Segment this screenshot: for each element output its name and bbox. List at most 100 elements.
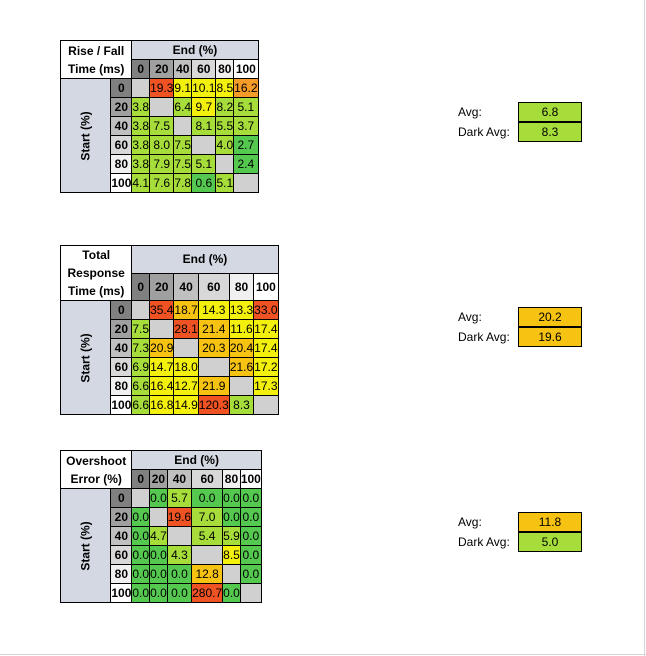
avg-label: Avg: bbox=[458, 515, 482, 529]
col-header-60: 60 bbox=[197, 272, 230, 301]
data-cell: 8.0 bbox=[149, 135, 175, 155]
data-cell: 3.8 bbox=[131, 135, 151, 155]
diagonal-cell bbox=[131, 78, 151, 98]
diagonal-cell bbox=[173, 116, 193, 136]
data-cell: 18.7 bbox=[173, 300, 199, 320]
diagonal-cell bbox=[215, 154, 235, 174]
col-header-80: 80 bbox=[228, 272, 255, 301]
start-percent-header: Start (%) bbox=[59, 300, 112, 415]
diagonal-cell bbox=[166, 526, 193, 546]
data-cell: 16.8 bbox=[149, 395, 175, 415]
data-cell: 0.0 bbox=[149, 545, 168, 565]
diagonal-cell bbox=[131, 488, 151, 508]
total-response-title: Total Response Time (ms) bbox=[59, 245, 133, 301]
diagonal-cell bbox=[228, 376, 255, 396]
data-cell: 8.5 bbox=[222, 545, 241, 565]
row-header-20: 20 bbox=[110, 319, 133, 339]
data-cell: 0.0 bbox=[191, 488, 224, 508]
data-cell: 21.6 bbox=[228, 357, 255, 377]
data-cell: 0.0 bbox=[222, 488, 241, 508]
diagonal-cell bbox=[239, 583, 262, 603]
row-header-60: 60 bbox=[110, 135, 133, 155]
data-cell: 7.5 bbox=[173, 154, 193, 174]
data-cell: 0.0 bbox=[131, 564, 151, 584]
data-cell: 0.6 bbox=[191, 173, 217, 193]
diagonal-cell bbox=[149, 97, 175, 117]
data-cell: 7.9 bbox=[149, 154, 175, 174]
data-cell: 8.5 bbox=[215, 78, 235, 98]
dark-avg-value: 8.3 bbox=[518, 122, 582, 142]
dark-avg-label: Dark Avg: bbox=[458, 125, 510, 139]
row-header-60: 60 bbox=[110, 357, 133, 377]
col-header-40: 40 bbox=[173, 272, 199, 301]
data-cell: 5.9 bbox=[222, 526, 241, 546]
start-percent-header: Start (%) bbox=[59, 488, 112, 603]
avg-value: 11.8 bbox=[518, 512, 582, 532]
title-line-2: Time (ms) bbox=[67, 61, 125, 76]
end-percent-header: End (%) bbox=[131, 450, 262, 470]
row-header-100: 100 bbox=[110, 583, 133, 603]
data-cell: 5.1 bbox=[233, 97, 259, 117]
data-cell: 4.0 bbox=[215, 135, 235, 155]
col-header-80: 80 bbox=[215, 59, 235, 79]
dark-avg-label: Dark Avg: bbox=[458, 535, 510, 549]
col-header-100: 100 bbox=[253, 272, 279, 301]
data-cell: 19.3 bbox=[149, 78, 175, 98]
data-cell: 8.3 bbox=[228, 395, 255, 415]
data-cell: 14.7 bbox=[149, 357, 175, 377]
data-cell: 35.4 bbox=[149, 300, 175, 320]
title-line-1: Rise / Fall bbox=[68, 43, 125, 58]
sheet-right-border bbox=[644, 0, 645, 656]
data-cell: 16.2 bbox=[233, 78, 259, 98]
col-header-20: 20 bbox=[149, 59, 175, 79]
col-header-100: 100 bbox=[239, 469, 262, 489]
data-cell: 9.1 bbox=[173, 78, 193, 98]
data-cell: 0.0 bbox=[239, 526, 262, 546]
col-header-20: 20 bbox=[149, 272, 175, 301]
start-percent-header: Start (%) bbox=[59, 78, 112, 193]
data-cell: 28.1 bbox=[173, 319, 199, 339]
data-cell: 0.0 bbox=[166, 564, 193, 584]
data-cell: 6.6 bbox=[131, 376, 151, 396]
data-cell: 9.7 bbox=[191, 97, 217, 117]
data-cell: 280.7 bbox=[191, 583, 224, 603]
diagonal-cell bbox=[131, 300, 151, 320]
col-header-60: 60 bbox=[191, 59, 217, 79]
col-header-100: 100 bbox=[233, 59, 259, 79]
diagonal-cell bbox=[191, 135, 217, 155]
data-cell: 10.1 bbox=[191, 78, 217, 98]
data-cell: 0.0 bbox=[131, 526, 151, 546]
dark-avg-label: Dark Avg: bbox=[458, 330, 510, 344]
data-cell: 2.7 bbox=[233, 135, 259, 155]
data-cell: 0.0 bbox=[166, 583, 193, 603]
data-cell: 4.7 bbox=[149, 526, 168, 546]
data-cell: 13.3 bbox=[228, 300, 255, 320]
data-cell: 3.8 bbox=[131, 97, 151, 117]
data-cell: 0.0 bbox=[131, 507, 151, 527]
data-cell: 17.4 bbox=[253, 338, 279, 358]
row-header-20: 20 bbox=[110, 97, 133, 117]
row-header-40: 40 bbox=[110, 116, 133, 136]
col-header-60: 60 bbox=[191, 469, 224, 489]
data-cell: 7.5 bbox=[173, 135, 193, 155]
start-percent-label: Start (%) bbox=[78, 332, 93, 383]
diagonal-cell bbox=[191, 545, 224, 565]
row-header-20: 20 bbox=[110, 507, 133, 527]
data-cell: 0.0 bbox=[222, 583, 241, 603]
data-cell: 3.8 bbox=[131, 116, 151, 136]
data-cell: 4.1 bbox=[131, 173, 151, 193]
dark-avg-value: 5.0 bbox=[518, 532, 582, 552]
col-header-80: 80 bbox=[222, 469, 241, 489]
data-cell: 0.0 bbox=[239, 545, 262, 565]
row-header-100: 100 bbox=[110, 395, 133, 415]
dark-avg-value: 19.6 bbox=[518, 327, 582, 347]
data-cell: 0.0 bbox=[149, 564, 168, 584]
data-cell: 7.8 bbox=[173, 173, 193, 193]
col-header-0: 0 bbox=[131, 469, 151, 489]
data-cell: 7.0 bbox=[191, 507, 224, 527]
data-cell: 17.4 bbox=[253, 319, 279, 339]
data-cell: 5.5 bbox=[215, 116, 235, 136]
rise-fall-table: Rise / Fall Time (ms) End (%) 0 20 40 60 80 100 S… bbox=[59, 40, 259, 193]
data-cell: 21.9 bbox=[197, 376, 230, 396]
